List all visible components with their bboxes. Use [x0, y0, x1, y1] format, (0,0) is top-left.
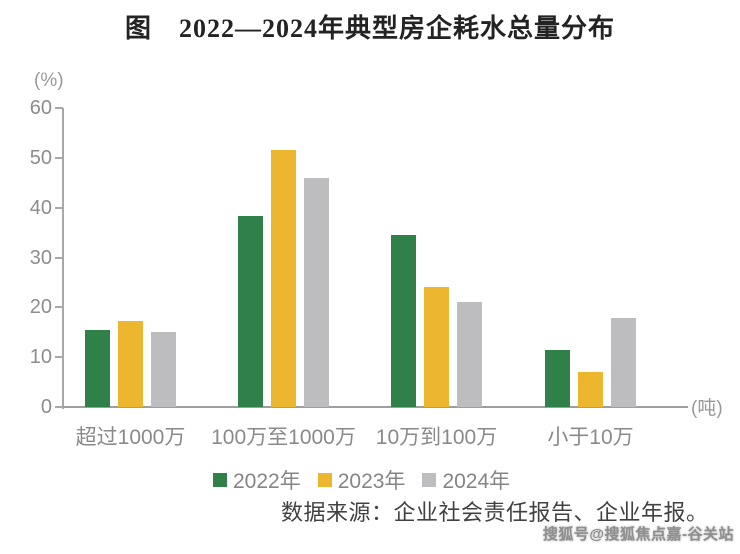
figure-title: 图 2022—2024年典型房企耗水总量分布 — [124, 14, 615, 43]
y-tick-mark — [55, 406, 63, 408]
x-category-label: 超过1000万 — [75, 426, 186, 449]
y-tick-mark — [55, 156, 63, 159]
bar-2023年-超过1000万 — [118, 321, 143, 407]
data-source-note: 数据来源：企业社会责任报告、企业年报。 — [281, 500, 709, 525]
y-tick-label: 50 — [29, 146, 52, 169]
legend-label: 2022年 — [233, 470, 301, 493]
legend-swatch-icon — [422, 473, 437, 487]
bar-2024年-100万至1000万 — [304, 178, 329, 407]
bar-2023年-10万到100万 — [424, 287, 449, 407]
legend-item-2022年: 2022年 — [213, 465, 301, 495]
y-tick-label: 0 — [40, 396, 52, 418]
y-tick-mark — [55, 206, 63, 209]
y-tick-label: 20 — [29, 296, 52, 319]
y-tick-mark — [55, 107, 63, 109]
legend-label: 2023年 — [337, 470, 406, 493]
bar-2022年-超过1000万 — [85, 330, 110, 407]
y-tick-label: 60 — [29, 97, 52, 119]
legend-item-2023年: 2023年 — [317, 465, 406, 495]
y-tick-mark — [55, 306, 63, 309]
y-tick-label: 10 — [29, 346, 52, 369]
x-category-label: 10万到100万 — [375, 426, 498, 449]
y-tick-mark — [55, 356, 63, 359]
bar-2022年-100万至1000万 — [238, 216, 263, 407]
legend-swatch-icon — [317, 473, 332, 487]
bar-2024年-小于10万 — [611, 318, 636, 407]
x-axis-unit-label: (吨) — [691, 398, 723, 419]
legend-swatch-icon — [213, 473, 227, 487]
x-axis-line — [62, 406, 688, 408]
bar-2023年-100万至1000万 — [271, 150, 296, 407]
bar-2024年-10万到100万 — [457, 302, 482, 407]
sohu-watermark: 搜狐号@搜狐焦点嘉-谷关站 — [542, 526, 734, 543]
y-axis-line — [62, 108, 64, 409]
y-tick-label: 30 — [29, 246, 52, 269]
y-tick-mark — [55, 256, 63, 259]
chart-legend: 2022年 2023年 2024年 — [213, 465, 510, 495]
x-category-label: 小于10万 — [547, 426, 634, 449]
bar-2024年-超过1000万 — [151, 332, 176, 407]
bar-2023年-小于10万 — [578, 372, 603, 407]
y-axis-unit-label: (%) — [34, 70, 64, 91]
x-category-label: 100万至1000万 — [211, 426, 356, 449]
legend-label: 2024年 — [442, 470, 511, 493]
legend-item-2024年: 2024年 — [422, 465, 510, 495]
bar-2022年-10万到100万 — [391, 235, 416, 407]
y-tick-label: 40 — [29, 196, 52, 219]
bar-2022年-小于10万 — [545, 350, 570, 407]
